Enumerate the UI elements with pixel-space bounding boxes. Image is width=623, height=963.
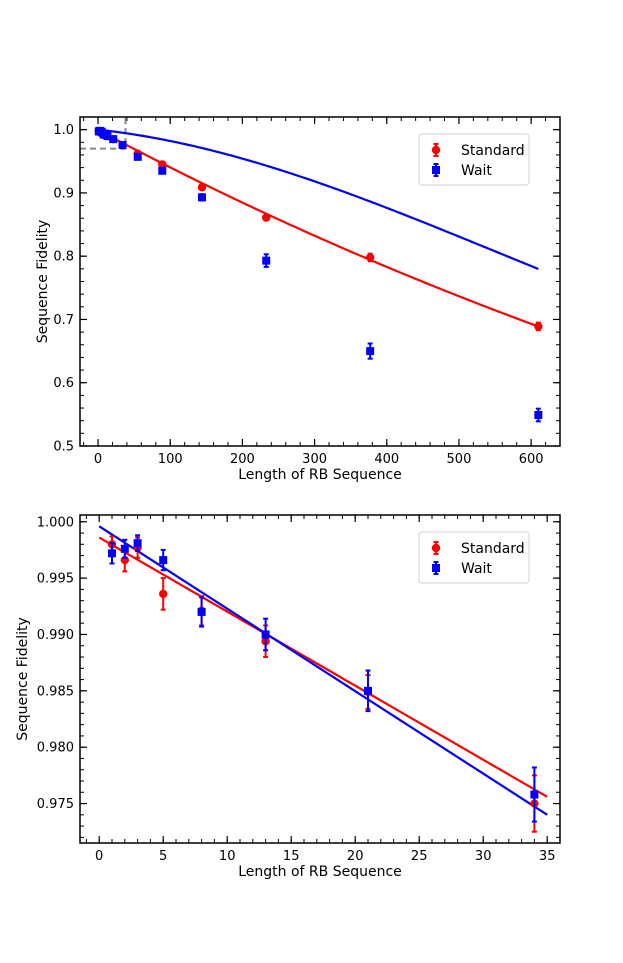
plot-area (98, 525, 548, 833)
data-point-wait (133, 539, 142, 548)
x-axis-label: Length of RB Sequence (238, 864, 402, 880)
x-tick-label: 200 (230, 452, 255, 467)
legend-box (418, 133, 530, 186)
fit-line-wait (98, 525, 548, 816)
data-point-wait (197, 607, 206, 616)
data-point-standard (365, 253, 375, 262)
legend-label-standard: Standard (461, 541, 525, 557)
chart-panel-2: 0 5 10 15 20 25 30 35 0.975 0.980 0.985 0.990 0.995 1… (15, 514, 561, 880)
data-point-wait (103, 131, 112, 140)
data-point-wait (530, 790, 539, 799)
x-tick-label: 25 (411, 849, 428, 864)
x-tick-label: 400 (374, 452, 399, 467)
x-tick-label: 30 (475, 849, 492, 864)
x-axis-label: Length of RB Sequence (238, 467, 402, 483)
legend-box (418, 531, 530, 584)
legend: Standard Wait (418, 133, 530, 186)
plot-frame (79, 116, 561, 447)
legend-marker-wait (432, 166, 440, 174)
x-tick-label: 5 (159, 849, 167, 864)
data-point-standard (159, 589, 168, 599)
x-tick-label: 0 (94, 452, 102, 467)
data-point-standard (534, 322, 543, 331)
legend: Standard Wait (418, 531, 530, 584)
data-point-standard (197, 183, 207, 192)
y-tick-label: 0.6 (53, 376, 74, 391)
x-tick-label: 0 (95, 849, 103, 864)
legend-label-wait: Wait (461, 561, 492, 577)
data-point-wait (158, 166, 167, 175)
y-tick-label: 0.9 (53, 186, 74, 201)
x-tick-label: 35 (539, 849, 556, 864)
legend-label-wait: Wait (461, 163, 492, 179)
x-tick-label: 500 (447, 452, 472, 467)
fit-line-standard (98, 129, 539, 328)
y-tick-label: 0.985 (37, 684, 74, 699)
y-tick-label: 1.0 (53, 123, 74, 138)
data-point-wait (262, 256, 271, 265)
series-wait (94, 126, 543, 423)
legend-label-standard: Standard (461, 143, 525, 159)
y-axis-label: Sequence Fidelity (35, 220, 51, 343)
y-tick-label: 0.990 (37, 628, 74, 643)
x-tick-label: 15 (283, 849, 300, 864)
data-point-standard (262, 213, 271, 222)
y-tick-label: 0.5 (53, 440, 74, 455)
data-point-wait (118, 140, 127, 149)
fit-line-standard (98, 536, 548, 798)
y-tick-label: 0.7 (53, 313, 74, 328)
data-point-wait (159, 556, 168, 565)
data-point-wait (261, 630, 270, 639)
legend-marker-wait (432, 564, 440, 572)
data-point-wait (120, 544, 129, 553)
x-tick-label: 20 (347, 849, 364, 864)
fit-line-wait (98, 128, 539, 270)
data-point-standard (158, 160, 167, 169)
plot-area (94, 126, 543, 423)
legend-marker-standard (431, 145, 441, 155)
data-point-wait (133, 152, 142, 161)
data-point-wait (197, 193, 206, 202)
x-tick-label: 300 (302, 452, 327, 467)
x-tick-label: 100 (158, 452, 183, 467)
data-point-wait (364, 686, 372, 695)
y-tick-label: 0.980 (37, 741, 74, 756)
data-point-wait (108, 549, 116, 558)
x-tick-label: 600 (519, 452, 544, 467)
data-point-wait (366, 347, 375, 356)
legend-marker-standard (431, 543, 441, 553)
chart-panel-1: 0 100 200 300 400 500 600 0.5 0.6 0.7 0.8 0.9 1.0 Len… (35, 116, 561, 483)
y-tick-label: 0.8 (53, 250, 74, 265)
x-tick-label: 10 (219, 849, 236, 864)
data-point-wait (534, 410, 543, 419)
plot-frame (79, 514, 561, 844)
y-tick-label: 1.000 (37, 515, 74, 530)
y-tick-label: 0.995 (37, 572, 74, 587)
y-tick-label: 0.975 (37, 797, 74, 812)
series-wait (108, 534, 539, 823)
data-point-wait (109, 135, 118, 144)
y-axis-label: Sequence Fidelity (15, 617, 31, 740)
